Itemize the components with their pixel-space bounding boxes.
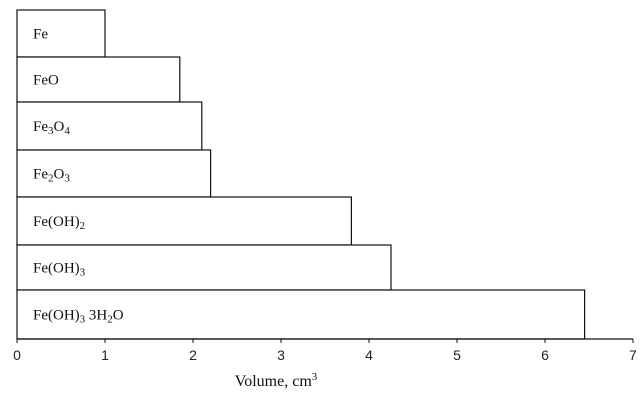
x-tick-label: 6 — [541, 347, 549, 363]
bar-feo — [16, 56, 181, 103]
x-tick-label: 3 — [277, 347, 285, 363]
x-tick-label: 2 — [189, 347, 197, 363]
bar-fe-oh-3 — [16, 244, 392, 291]
bar-fe-oh-3-3h2o — [16, 289, 586, 340]
bar-label: Fe2O3 — [33, 167, 70, 185]
x-axis-title: Volume, cm3 — [235, 371, 318, 390]
bar-label: Fe3O4 — [33, 119, 70, 137]
bar-fe3o4 — [16, 101, 203, 151]
x-tick-label: 5 — [453, 347, 461, 363]
bar-fe2o3 — [16, 149, 212, 198]
x-tick-label: 1 — [101, 347, 109, 363]
bar-label: Fe — [33, 27, 48, 43]
x-tick-label: 0 — [13, 347, 21, 363]
bar-label: Fe(OH)3 3H2O — [33, 308, 124, 326]
bar-fe-oh-2 — [16, 196, 352, 246]
bar-label: Fe(OH)2 — [33, 214, 85, 232]
x-ticks-group: 0 1 2 3 4 5 6 7 — [13, 339, 637, 363]
x-tick-label: 4 — [365, 347, 373, 363]
bar-label: FeO — [33, 73, 59, 89]
bar-label: Fe(OH)3 — [33, 261, 86, 279]
bars-group: Fe FeO Fe3O4 Fe2O3 Fe(OH)2 Fe(OH)3 Fe(OH)3 3H2… — [16, 9, 586, 340]
bar-fe — [16, 9, 106, 58]
x-tick-label: 7 — [629, 347, 637, 363]
